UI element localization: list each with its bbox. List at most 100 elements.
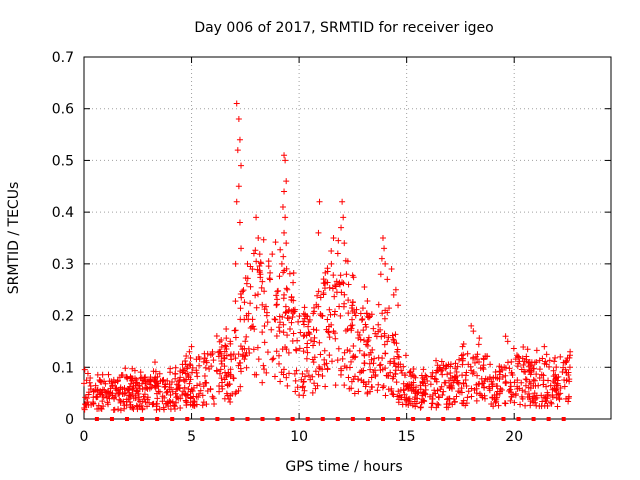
data-point	[266, 275, 273, 282]
data-point	[227, 366, 234, 373]
data-point	[190, 402, 197, 409]
data-point	[176, 377, 183, 384]
data-point	[125, 386, 132, 393]
data-point	[328, 260, 335, 267]
data-point	[566, 364, 573, 371]
data-point	[241, 299, 248, 306]
data-point	[255, 356, 262, 363]
data-point	[139, 406, 146, 413]
data-point	[156, 406, 163, 413]
data-point	[381, 341, 388, 348]
data-point	[172, 370, 179, 377]
data-point	[256, 251, 263, 258]
data-point	[385, 334, 392, 341]
data-point	[295, 318, 302, 325]
data-point	[151, 359, 158, 366]
data-point	[361, 351, 368, 358]
data-point	[237, 359, 244, 366]
data-point	[109, 382, 116, 389]
data-point	[399, 369, 406, 376]
x-tick-labels: 0 5 10 15 20	[80, 429, 524, 445]
data-point	[300, 392, 307, 399]
data-point	[475, 341, 482, 348]
data-point	[210, 395, 217, 402]
data-point	[238, 245, 245, 252]
data-point	[331, 293, 338, 300]
data-point	[207, 385, 214, 392]
baseline-mark	[546, 417, 551, 421]
data-point	[414, 389, 421, 396]
data-point	[410, 386, 417, 393]
data-point	[196, 381, 203, 388]
data-point	[359, 305, 366, 312]
data-point	[161, 394, 168, 401]
data-point	[499, 366, 506, 373]
data-point	[82, 394, 89, 401]
data-point	[253, 214, 260, 221]
data-point	[468, 385, 475, 392]
data-point	[555, 373, 562, 380]
y-tick-label: 0.1	[52, 360, 74, 376]
data-point	[195, 394, 202, 401]
data-point	[154, 383, 161, 390]
baseline-markers	[94, 417, 566, 421]
data-point	[331, 330, 338, 337]
data-point	[493, 382, 500, 389]
data-point	[488, 400, 495, 407]
data-point	[369, 346, 376, 353]
data-point	[493, 394, 500, 401]
data-point	[390, 337, 397, 344]
data-point	[201, 355, 208, 362]
x-tick-label: 15	[398, 429, 416, 445]
x-tick-label: 10	[290, 429, 308, 445]
data-point	[324, 366, 331, 373]
data-point	[221, 395, 228, 402]
baseline-mark	[531, 417, 536, 421]
data-point	[285, 370, 292, 377]
data-point	[263, 312, 270, 319]
data-point	[349, 316, 356, 323]
data-point	[213, 333, 220, 340]
data-point	[486, 374, 493, 381]
data-point	[162, 383, 169, 390]
data-point	[310, 310, 317, 317]
data-point	[348, 358, 355, 365]
data-point	[382, 350, 389, 357]
data-point	[190, 384, 197, 391]
data-point	[309, 389, 316, 396]
data-point	[417, 382, 424, 389]
y-tick-label: 0.4	[52, 205, 74, 221]
data-point	[507, 397, 514, 404]
data-point	[259, 379, 266, 386]
data-point	[299, 370, 306, 377]
data-point	[557, 384, 564, 391]
data-point	[503, 380, 510, 387]
data-point	[530, 365, 537, 372]
data-point	[186, 380, 193, 387]
data-point	[348, 327, 355, 334]
data-point	[146, 399, 153, 406]
data-point	[381, 315, 388, 322]
data-point	[90, 400, 97, 407]
data-point	[477, 365, 484, 372]
data-point	[392, 367, 399, 374]
data-point	[122, 365, 129, 372]
data-point	[328, 321, 335, 328]
data-point	[247, 283, 254, 290]
data-point	[499, 374, 506, 381]
data-point	[522, 402, 529, 409]
data-point	[509, 372, 516, 379]
data-point	[254, 291, 261, 298]
data-point	[547, 399, 554, 406]
data-point	[541, 360, 548, 367]
data-point	[209, 393, 216, 400]
data-point	[367, 349, 374, 356]
data-point	[512, 392, 519, 399]
data-point	[401, 386, 408, 393]
data-point	[236, 136, 243, 143]
data-point	[451, 398, 458, 405]
data-point	[81, 366, 88, 373]
data-point	[562, 395, 569, 402]
data-point	[315, 288, 322, 295]
baseline-mark	[155, 417, 160, 421]
